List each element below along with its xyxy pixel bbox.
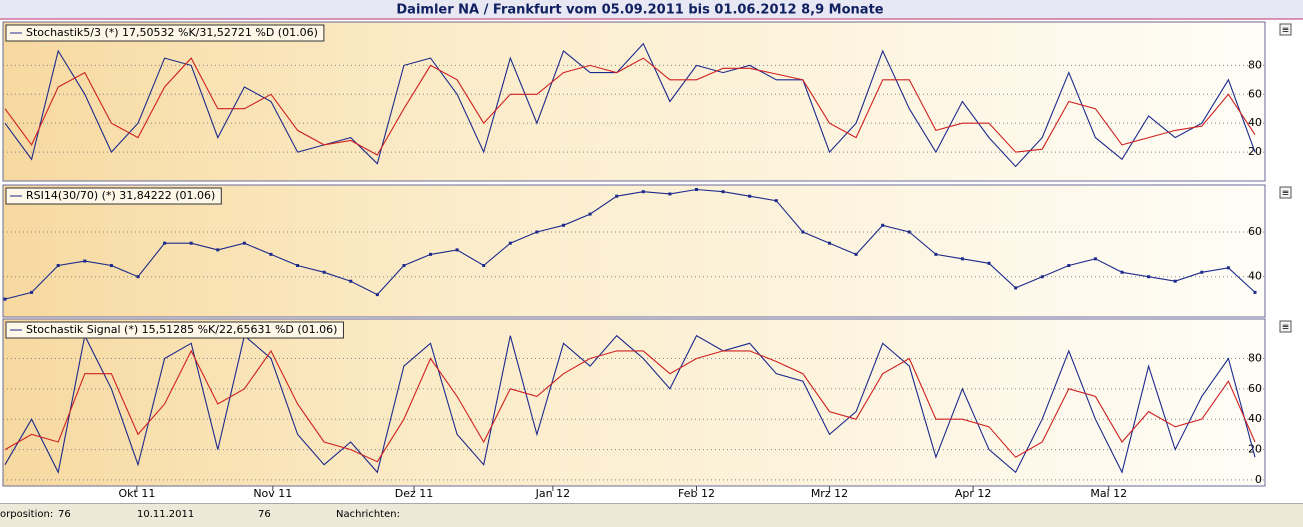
data-point [508, 241, 512, 245]
data-point [109, 264, 113, 268]
y-tick-label: 60 [1248, 382, 1262, 395]
panel-menu-button [1279, 320, 1292, 333]
panel-menu-button [1279, 186, 1292, 199]
data-point [588, 212, 592, 216]
data-point [349, 279, 353, 283]
data-point [56, 264, 60, 268]
status-value: 76 [258, 509, 271, 520]
data-point [375, 293, 379, 297]
data-point [429, 252, 433, 256]
data-point [562, 223, 566, 227]
data-point [721, 190, 725, 194]
data-point [774, 199, 778, 203]
data-point [1040, 275, 1044, 279]
data-point [615, 194, 619, 198]
data-point [1067, 264, 1071, 268]
data-point [934, 252, 938, 256]
data-point [960, 257, 964, 261]
legend-box [5, 321, 344, 339]
data-point [296, 264, 300, 268]
panel-menu-icon: ≡ [1282, 26, 1290, 36]
data-point [854, 252, 858, 256]
data-point [30, 290, 34, 294]
panel-menu-icon: ≡ [1282, 189, 1290, 199]
series-line [4, 57, 1256, 156]
data-point [3, 297, 7, 301]
status-value: 76 [58, 509, 71, 520]
data-point [83, 259, 87, 263]
data-point [402, 264, 406, 268]
y-tick-label: 0 [1255, 473, 1262, 486]
series-line [4, 349, 1256, 463]
data-point [1253, 290, 1257, 294]
data-point [1200, 270, 1204, 274]
legend: Stochastik Signal (*) 15,51285 %K/22,656… [5, 321, 344, 339]
data-point [242, 241, 246, 245]
data-point [455, 248, 459, 252]
chart-title: Daimler NA / Frankfurt vom 05.09.2011 bi… [396, 3, 883, 18]
data-point [163, 241, 167, 245]
data-point [1120, 270, 1124, 274]
data-point [1014, 286, 1018, 290]
data-point [535, 230, 539, 234]
legend-text: Stochastik5/3 (*) 17,50532 %K/31,52721 %… [26, 26, 318, 39]
legend-text: RSI14(30/70) (*) 31,84222 (01.06) [26, 189, 215, 202]
panel-background [2, 184, 1266, 318]
legend-box [5, 24, 325, 42]
data-point [216, 248, 220, 252]
data-point [827, 241, 831, 245]
data-point [668, 192, 672, 196]
y-tick-label: 80 [1248, 58, 1262, 71]
data-point [1093, 257, 1097, 261]
data-point [1147, 275, 1151, 279]
x-tick-label: Apr 12 [955, 487, 992, 500]
y-tick-label: 20 [1248, 443, 1262, 456]
panel-menu-icon: ≡ [1282, 323, 1290, 333]
y-tick-label: 40 [1248, 270, 1262, 283]
data-point [694, 187, 698, 191]
data-point [482, 264, 486, 268]
x-tick-label: Feb 12 [678, 487, 715, 500]
data-point [322, 270, 326, 274]
status-label: orposition: [0, 509, 54, 520]
panel-background [2, 21, 1266, 182]
data-point [907, 230, 911, 234]
data-point [881, 223, 885, 227]
legend-box [5, 187, 222, 205]
y-tick-label: 40 [1248, 412, 1262, 425]
data-point [748, 194, 752, 198]
legend: Stochastik5/3 (*) 17,50532 %K/31,52721 %… [5, 24, 325, 42]
chart-area: Daimler NA / Frankfurt vom 05.09.2011 bi… [0, 0, 1303, 500]
panel-background [2, 318, 1266, 487]
y-tick-label: 60 [1248, 87, 1262, 100]
x-tick-label: Okt 11 [118, 487, 155, 500]
title-bar [0, 0, 1303, 19]
data-point [189, 241, 193, 245]
data-point [136, 275, 140, 279]
panel-menu-button [1279, 23, 1292, 36]
y-tick-label: 80 [1248, 351, 1262, 364]
x-tick-label: Mai 12 [1090, 487, 1127, 500]
data-point [269, 252, 273, 256]
y-tick-label: 60 [1248, 225, 1262, 238]
legend-text: Stochastik Signal (*) 15,51285 %K/22,656… [26, 323, 337, 336]
status-label: Nachrichten: [336, 509, 400, 520]
data-point [1226, 266, 1230, 270]
status-bar: orposition: 76 10.11.2011 76 Nachrichten… [0, 503, 1303, 527]
y-tick-label: 40 [1248, 116, 1262, 129]
x-tick-label: Nov 11 [253, 487, 292, 500]
series-line [4, 42, 1256, 168]
data-point [1173, 279, 1177, 283]
legend: RSI14(30/70) (*) 31,84222 (01.06) [5, 187, 222, 205]
series-line [4, 334, 1256, 474]
x-tick-label: Jan 12 [535, 487, 570, 500]
data-point [641, 190, 645, 194]
series-line [4, 188, 1256, 300]
status-date: 10.11.2011 [137, 509, 195, 520]
x-tick-label: Dez 11 [395, 487, 434, 500]
data-point [801, 230, 805, 234]
data-point [987, 261, 991, 265]
x-tick-label: Mrz 12 [811, 487, 848, 500]
